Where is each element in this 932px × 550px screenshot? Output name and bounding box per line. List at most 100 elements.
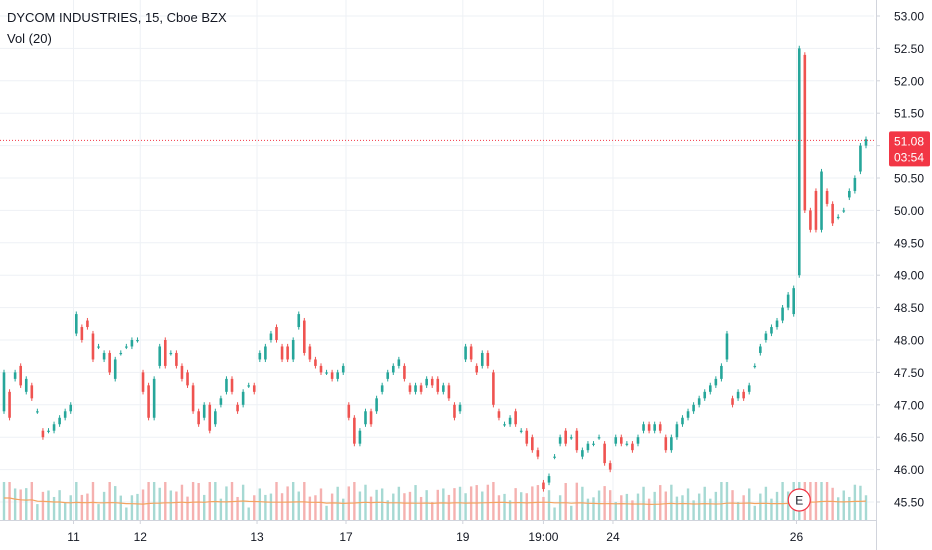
volume-bar — [520, 492, 523, 520]
volume-bar — [280, 493, 284, 520]
volume-bar — [831, 487, 834, 520]
candle-body — [264, 346, 267, 360]
price-axis-label: 51.50 — [894, 107, 924, 121]
volume-bar — [314, 495, 317, 520]
candle-body — [508, 417, 512, 425]
volume-bar — [570, 505, 573, 520]
candle-body — [848, 190, 851, 198]
volume-bar — [219, 498, 223, 520]
volume-bar — [8, 482, 11, 520]
candle-body — [731, 398, 734, 405]
candle-body — [664, 437, 668, 451]
volume-bar — [342, 498, 345, 520]
candle-body — [225, 378, 228, 392]
candle-body — [364, 411, 367, 425]
volume-bar — [664, 491, 667, 520]
candle-body — [30, 385, 34, 399]
candle-body — [202, 404, 206, 418]
candle-body — [336, 372, 339, 379]
candle-body — [252, 385, 256, 392]
chart-gridlines — [0, 0, 874, 520]
candle-body — [236, 404, 239, 412]
candle-body — [453, 404, 456, 418]
candle-body — [414, 385, 417, 392]
price-axis-label: 50.00 — [894, 204, 924, 218]
candle-body — [303, 320, 306, 353]
symbol-title[interactable]: DYCOM INDUSTRIES, 15, Cboe BZX — [7, 10, 227, 25]
volume-bar — [514, 488, 517, 520]
volume-bar — [69, 495, 72, 520]
time-axis[interactable]: 11 12 13 17 19 19:00 24 26 — [0, 520, 876, 550]
volume-bar — [647, 498, 651, 520]
volume-bar — [675, 496, 679, 520]
volume-bar — [158, 487, 161, 520]
volume-bar — [681, 495, 684, 520]
volume-bar — [859, 485, 862, 520]
candle-body — [308, 346, 312, 360]
volume-bar — [553, 507, 556, 520]
candle-body — [425, 378, 428, 386]
candle-body — [497, 411, 501, 418]
price-axis-bg — [876, 0, 932, 550]
candle-body — [8, 391, 11, 418]
price-axis[interactable]: 53.0052.5052.0051.5051.0050.5050.0049.50… — [876, 0, 932, 550]
price-axis-label: 48.50 — [894, 301, 924, 315]
candle-body — [408, 385, 412, 392]
candle-body — [747, 385, 751, 392]
candle-body — [102, 352, 106, 360]
volume-bar — [531, 486, 534, 520]
volume-bar — [36, 504, 39, 520]
candle-body — [297, 314, 301, 328]
volume-bar — [141, 489, 145, 520]
volume-bar — [586, 498, 590, 520]
volume-bar — [547, 490, 551, 520]
candle-body — [180, 365, 184, 379]
volume-bar — [614, 502, 617, 520]
volume-bar — [442, 488, 445, 520]
volume-bar — [13, 488, 17, 520]
volume-bar — [80, 494, 84, 520]
volume-bar — [47, 490, 50, 520]
volume-bar — [308, 496, 312, 520]
volume-bar — [75, 482, 78, 520]
candle-body — [736, 391, 740, 399]
volume-bar — [86, 493, 89, 520]
volume-bar — [386, 500, 389, 520]
candle-body — [13, 372, 17, 379]
candle-body — [547, 476, 551, 483]
candle-body — [764, 333, 768, 340]
candle-body — [19, 365, 22, 386]
volume-bars — [2, 482, 868, 520]
candle-body — [430, 378, 434, 386]
candle-body — [52, 424, 56, 431]
candle-body — [558, 437, 562, 444]
volume-bar — [253, 495, 256, 520]
volume-bar — [58, 490, 61, 520]
candle-body — [753, 365, 757, 368]
volume-bar — [130, 495, 134, 520]
candle-body — [58, 417, 61, 425]
volume-bar — [848, 496, 851, 520]
volume-bar — [636, 493, 640, 520]
time-axis-label: 12 — [134, 530, 148, 544]
volume-bar — [748, 488, 751, 520]
price-axis-label: 52.50 — [894, 42, 924, 56]
candle-body — [458, 404, 462, 412]
volume-bar — [692, 500, 695, 520]
volume-indicator-label[interactable]: Vol (20) — [7, 31, 52, 46]
volume-bar — [102, 491, 106, 520]
candle-body — [147, 385, 150, 418]
volume-bar — [759, 493, 762, 520]
volume-bar — [597, 490, 601, 520]
volume-bar — [436, 489, 439, 520]
candle-body — [831, 203, 834, 224]
candle-body — [531, 437, 534, 451]
earnings-marker[interactable]: E — [787, 488, 811, 512]
candle-body — [386, 372, 390, 379]
candle-body — [314, 359, 317, 366]
candle-body — [842, 210, 846, 212]
volume-bar — [697, 493, 701, 520]
candle-body — [197, 411, 200, 425]
time-axis-label: 24 — [606, 530, 620, 544]
